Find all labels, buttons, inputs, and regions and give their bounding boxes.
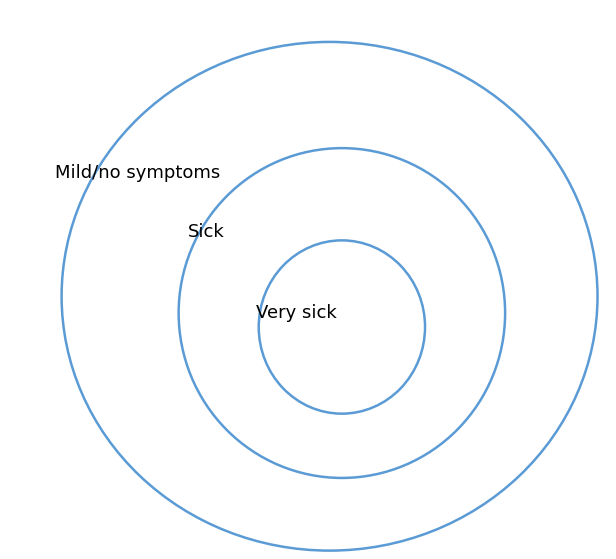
Text: Very sick: Very sick [256, 304, 336, 322]
Text: Mild/no symptoms: Mild/no symptoms [55, 164, 221, 182]
Text: Sick: Sick [188, 223, 225, 241]
